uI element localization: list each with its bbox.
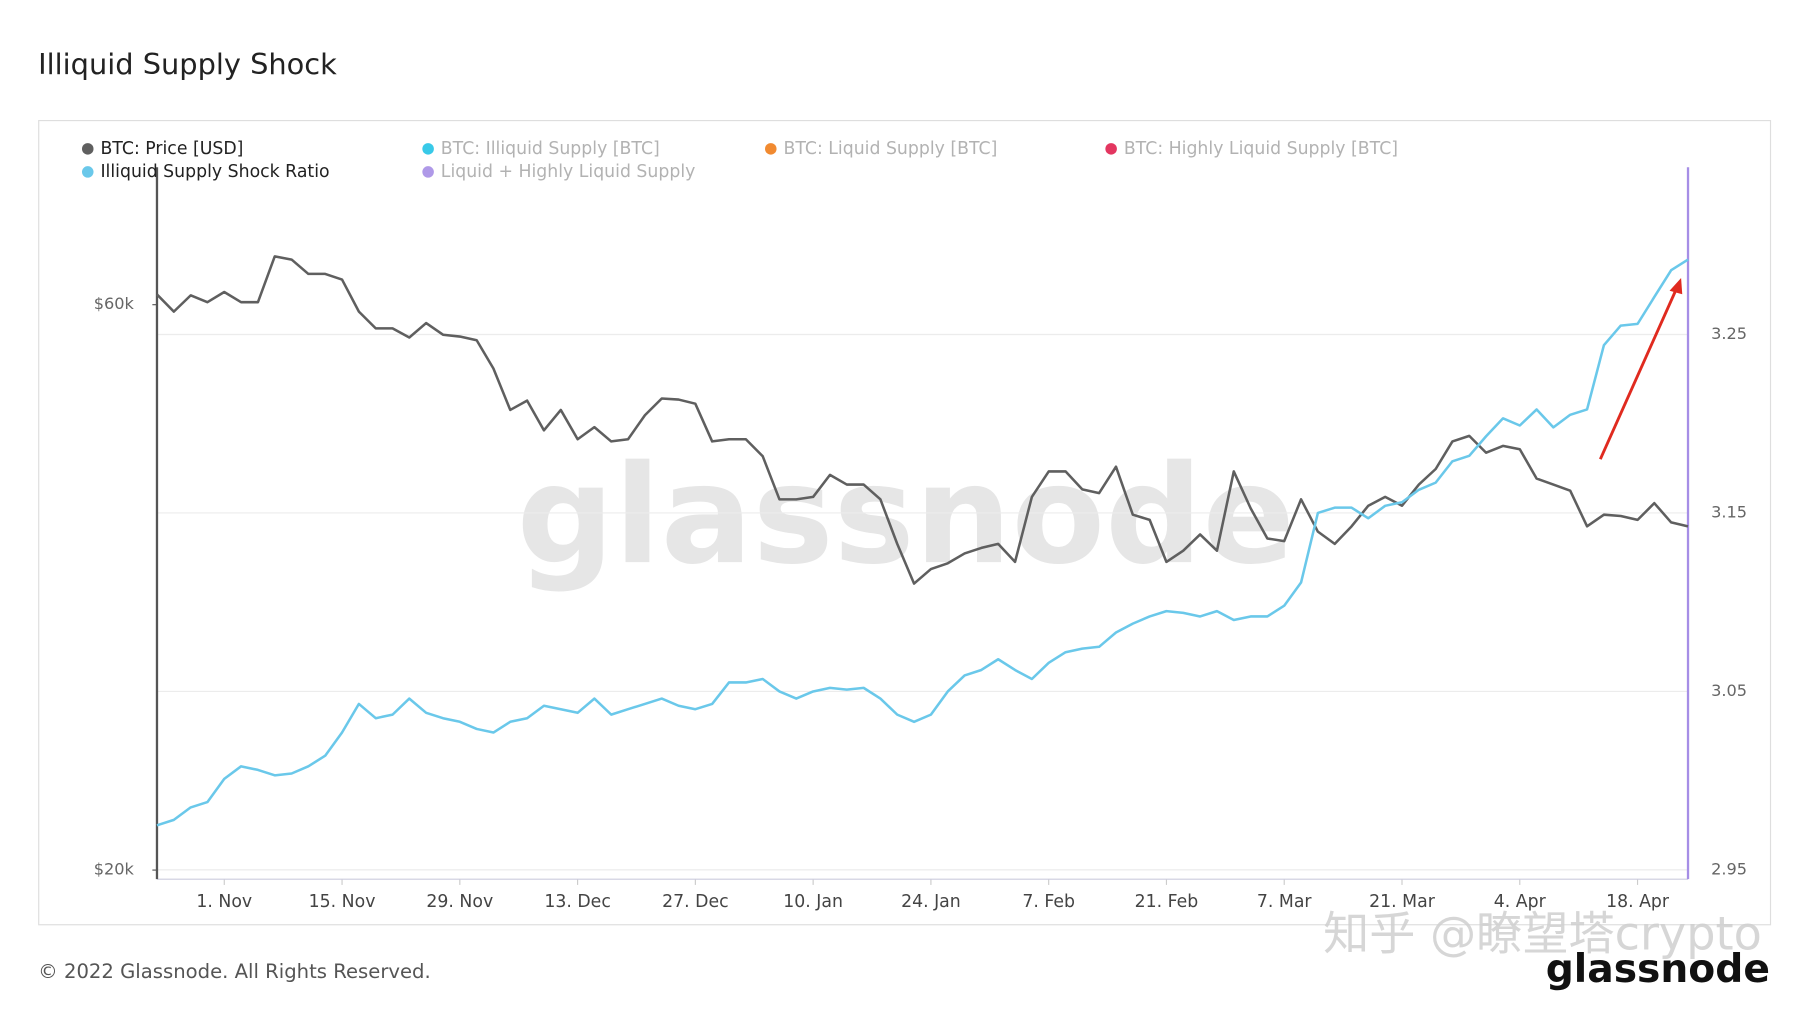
x-tick-label: 1. Nov bbox=[196, 892, 252, 912]
x-tick-label: 7. Mar bbox=[1257, 892, 1313, 912]
logo: glassnode bbox=[1546, 947, 1770, 992]
x-tick-label: 27. Dec bbox=[662, 892, 728, 912]
legend-label: BTC: Highly Liquid Supply [BTC] bbox=[1124, 139, 1398, 159]
watermark: glassnode bbox=[517, 437, 1295, 595]
legend-label: Illiquid Supply Shock Ratio bbox=[100, 162, 329, 182]
legend-marker bbox=[1105, 143, 1117, 155]
y2-tick-label: 3.05 bbox=[1711, 681, 1747, 700]
y2-tick-label: 2.95 bbox=[1711, 859, 1747, 878]
y-tick-label: $20k bbox=[94, 860, 135, 879]
x-tick-label: 21. Mar bbox=[1369, 892, 1436, 912]
legend-label: BTC: Liquid Supply [BTC] bbox=[783, 139, 997, 159]
copyright: © 2022 Glassnode. All Rights Reserved. bbox=[38, 960, 431, 983]
annotation-arrow bbox=[1599, 285, 1679, 460]
legend-label: BTC: Illiquid Supply [BTC] bbox=[441, 139, 660, 159]
plot-frame bbox=[38, 119, 1772, 926]
legend-marker bbox=[765, 143, 777, 155]
chart-title: Illiquid Supply Shock bbox=[38, 47, 337, 81]
x-tick-label: 10. Jan bbox=[783, 892, 843, 912]
x-tick-label: 21. Feb bbox=[1135, 892, 1199, 912]
x-tick-label: 24. Jan bbox=[901, 892, 961, 912]
legend-label: BTC: Price [USD] bbox=[100, 139, 243, 159]
series-line bbox=[156, 258, 1689, 827]
x-tick-label: 7. Feb bbox=[1022, 892, 1075, 912]
x-tick-label: 15. Nov bbox=[309, 892, 376, 912]
legend-marker bbox=[422, 166, 434, 178]
annotation-arrow-head bbox=[1669, 278, 1683, 295]
legend-marker bbox=[422, 143, 434, 155]
x-tick-label: 29. Nov bbox=[426, 892, 493, 912]
legend-marker bbox=[81, 166, 94, 178]
series-line bbox=[156, 255, 1689, 585]
legend-marker bbox=[81, 143, 94, 155]
x-tick-label: 13. Dec bbox=[544, 892, 610, 912]
y2-tick-label: 3.15 bbox=[1711, 502, 1747, 521]
y2-tick-label: 3.25 bbox=[1711, 324, 1747, 343]
legend-label: Liquid + Highly Liquid Supply bbox=[441, 162, 696, 182]
x-tick-label: 4. Apr bbox=[1494, 892, 1547, 912]
y-tick-label: $60k bbox=[94, 294, 135, 313]
x-tick-label: 18. Apr bbox=[1606, 892, 1670, 912]
overlay-watermark: 知乎 @瞭望塔crypto bbox=[1323, 906, 1762, 960]
